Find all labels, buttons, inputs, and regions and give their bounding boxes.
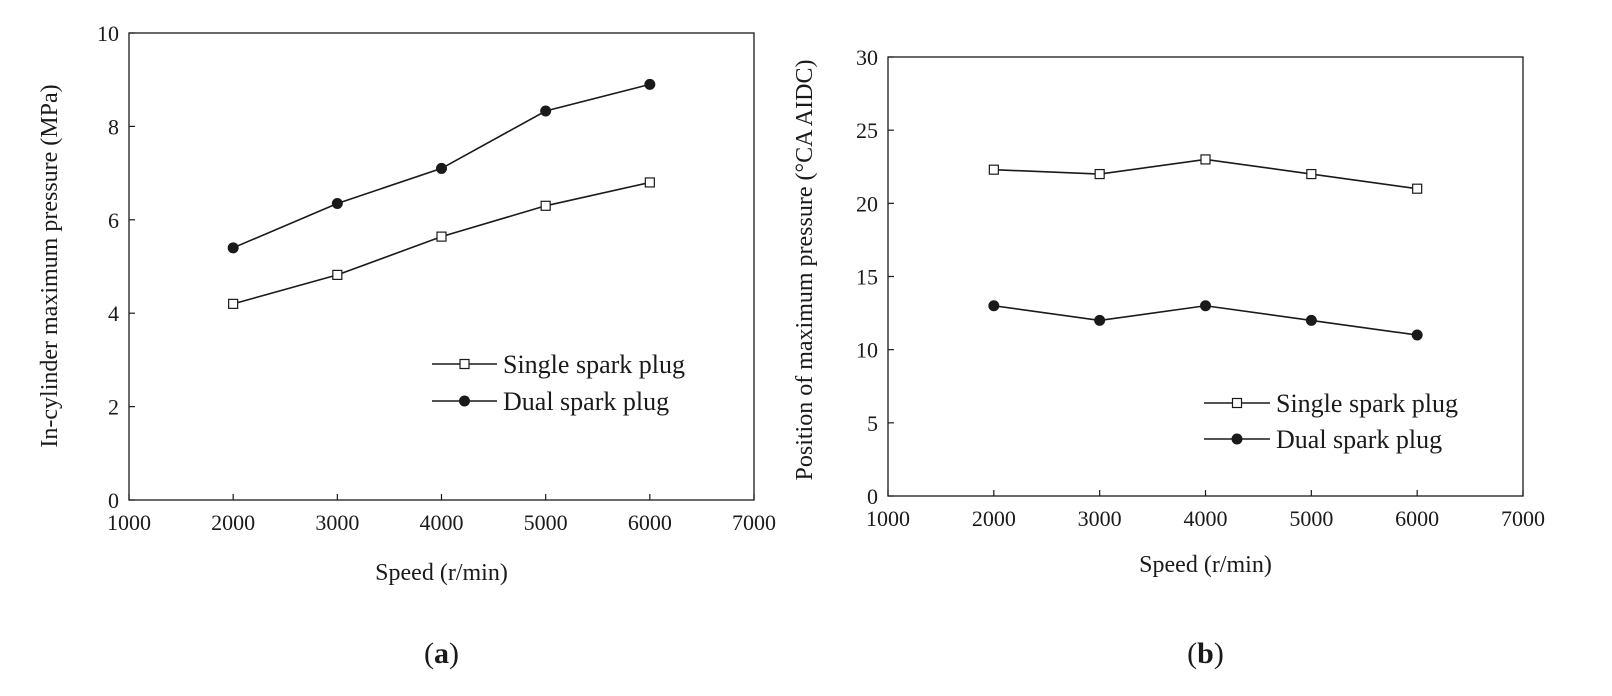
y-tick-label: 5 xyxy=(867,411,878,436)
legend-entry: Dual spark plug xyxy=(1204,425,1442,454)
data-point xyxy=(436,231,447,242)
data-point xyxy=(1412,183,1423,194)
series-single-spark-plug xyxy=(228,177,655,309)
y-tick-label: 10 xyxy=(97,21,119,46)
x-tick-label: 1000 xyxy=(107,510,151,535)
x-tick-label: 2000 xyxy=(972,506,1016,531)
panel-label-close: ) xyxy=(449,637,459,670)
legend-label: Single spark plug xyxy=(503,350,685,379)
data-point xyxy=(644,177,655,188)
x-tick-label: 3000 xyxy=(1078,506,1122,531)
series-single-spark-plug xyxy=(988,154,1423,194)
y-axis-title: Position of maximum pressure (°CA AIDC) xyxy=(792,60,818,481)
panel-label-open: ( xyxy=(1187,637,1197,670)
x-tick-label: 5000 xyxy=(1289,506,1333,531)
data-point xyxy=(227,242,239,254)
x-tick-label: 7000 xyxy=(1501,506,1545,531)
data-point xyxy=(1094,168,1105,180)
y-tick-label: 0 xyxy=(108,488,119,513)
x-axis-title: Speed (r/min) xyxy=(375,560,508,586)
x-tick-label: 1000 xyxy=(866,506,910,531)
x-tick-label: 6000 xyxy=(628,510,672,535)
x-tick-label: 3000 xyxy=(315,510,359,535)
panel-label-open: ( xyxy=(424,637,434,670)
y-axis-title: In-cylinder maximum pressure (MPa) xyxy=(37,84,63,447)
data-point xyxy=(988,164,999,175)
legend-label: Dual spark plug xyxy=(503,387,669,416)
panel-label-letter: b xyxy=(1197,637,1214,670)
series-dual-spark-plug xyxy=(988,300,1423,341)
legend-label: Dual spark plug xyxy=(1276,425,1442,454)
y-tick-label: 0 xyxy=(867,484,878,509)
legend-entry: Single spark plug xyxy=(1204,389,1458,418)
x-tick-label: 2000 xyxy=(211,510,255,535)
y-tick-label: 8 xyxy=(108,114,119,139)
legend-marker xyxy=(459,358,470,370)
data-point xyxy=(1411,329,1423,341)
x-tick-label: 5000 xyxy=(524,510,568,535)
y-tick-label: 30 xyxy=(856,45,878,70)
series-line xyxy=(232,181,651,305)
y-tick-label: 20 xyxy=(856,191,878,216)
x-tick-label: 6000 xyxy=(1395,506,1439,531)
data-point xyxy=(644,78,656,90)
y-tick-label: 10 xyxy=(856,338,878,363)
data-point xyxy=(540,200,551,211)
x-tick-label: 4000 xyxy=(420,510,464,535)
x-tick-label: 4000 xyxy=(1184,506,1228,531)
data-point xyxy=(1094,314,1106,326)
series-dual-spark-plug xyxy=(227,78,656,254)
x-tick-label: 7000 xyxy=(732,510,776,535)
data-point xyxy=(436,162,447,174)
panel-label-letter: a xyxy=(434,637,449,670)
data-point xyxy=(331,197,343,209)
y-tick-label: 15 xyxy=(856,265,878,290)
legend-entry: Dual spark plug xyxy=(432,387,669,416)
panel-label: (a) xyxy=(424,637,459,670)
y-tick-label: 4 xyxy=(108,301,119,326)
y-tick-label: 6 xyxy=(108,208,119,233)
data-point xyxy=(988,300,1000,312)
data-point xyxy=(1200,154,1211,165)
y-tick-label: 25 xyxy=(856,118,878,143)
legend-entry: Single spark plug xyxy=(432,350,685,379)
legend-marker xyxy=(1231,433,1243,445)
y-tick-label: 2 xyxy=(108,395,119,420)
panel-b: 1000 2000 3000 4000 5000 6000 7000 0 5 10 15 20 25 30… xyxy=(792,45,1545,670)
panel-a: 1000 2000 3000 4000 5000 6000 7000 0 2 4 6 8 10 Speed… xyxy=(37,21,776,670)
plot-frame xyxy=(128,32,755,501)
legend-marker xyxy=(1231,397,1243,409)
legend-marker xyxy=(459,395,470,407)
panel-label-close: ) xyxy=(1214,637,1224,670)
panel-label: (b) xyxy=(1187,637,1224,670)
data-point xyxy=(1306,168,1317,180)
data-point xyxy=(332,269,343,281)
data-point xyxy=(540,105,552,117)
data-point xyxy=(1305,314,1317,326)
data-point xyxy=(228,298,239,309)
legend-label: Single spark plug xyxy=(1276,389,1458,418)
data-point xyxy=(1200,300,1211,312)
x-axis-title: Speed (r/min) xyxy=(1139,552,1272,578)
